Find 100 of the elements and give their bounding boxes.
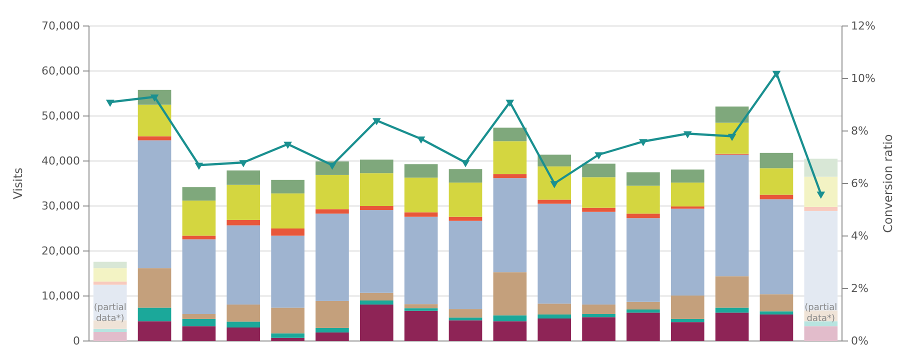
- bar: [138, 268, 172, 308]
- bar: [182, 187, 216, 201]
- y-tick-label: 0: [73, 334, 80, 348]
- bar: [538, 304, 572, 314]
- bar: [360, 173, 394, 206]
- bar: [804, 206, 838, 211]
- y-tick-label: 10,000: [42, 290, 80, 303]
- bar: [271, 180, 304, 194]
- bar: [93, 328, 127, 332]
- bar: [93, 282, 127, 285]
- bar: [626, 310, 660, 313]
- bar: [182, 326, 216, 341]
- bar: [626, 302, 660, 310]
- bar: [404, 310, 438, 341]
- y-tick-label: 60,000: [42, 64, 80, 78]
- y2-tick-label: 2%: [851, 282, 868, 296]
- bar: [670, 170, 704, 183]
- bar: [316, 332, 349, 341]
- bar: [226, 184, 260, 220]
- bar: [138, 104, 172, 136]
- y2-tick-label: 4%: [851, 230, 868, 243]
- point: [106, 100, 114, 107]
- bar: [804, 326, 838, 341]
- bar: [360, 160, 394, 174]
- bar: [404, 178, 438, 212]
- bar: [360, 210, 394, 293]
- annotation: (partial data*): [804, 303, 838, 324]
- bar: [448, 309, 482, 318]
- annotation: (partial data*): [94, 303, 126, 324]
- y-tick-label: 30,000: [42, 200, 80, 213]
- bar: [448, 182, 482, 217]
- bar: [360, 292, 394, 300]
- bar: [448, 220, 482, 310]
- bar: [493, 174, 527, 178]
- bar: [715, 122, 749, 154]
- bar: [316, 209, 349, 214]
- bar: [493, 178, 527, 272]
- bar: [404, 164, 438, 178]
- bar: [226, 170, 260, 185]
- bar: [182, 239, 216, 314]
- bar: [626, 214, 660, 218]
- bar: [316, 328, 349, 332]
- bar: [360, 300, 394, 305]
- y2-tick-label: 12%: [851, 20, 876, 33]
- y-axis-title: Visits: [11, 168, 25, 200]
- point: [506, 100, 514, 107]
- bar: [760, 199, 794, 294]
- bar: [715, 312, 749, 341]
- bar: [538, 154, 572, 166]
- bar: [670, 296, 704, 319]
- point: [594, 152, 603, 160]
- bar: [271, 193, 304, 228]
- bar: [404, 308, 438, 311]
- bar: [715, 106, 749, 123]
- bar: [626, 312, 660, 341]
- bar: [404, 212, 438, 217]
- bar: [760, 152, 794, 168]
- bar: [226, 322, 260, 328]
- bar: [138, 136, 172, 140]
- bar: [715, 308, 749, 313]
- bar: [804, 176, 838, 207]
- bar: [760, 194, 794, 200]
- bar: [360, 304, 394, 341]
- bar: [538, 200, 572, 204]
- bar: [316, 161, 349, 175]
- bar: [715, 154, 749, 276]
- bar: [182, 200, 216, 236]
- bar: [804, 210, 838, 310]
- point: [284, 142, 292, 149]
- bar: [760, 168, 794, 195]
- bar: [493, 321, 527, 341]
- bar: [493, 315, 527, 322]
- bar: [138, 308, 172, 322]
- bar: [404, 216, 438, 304]
- bar: [582, 304, 616, 314]
- bar: [271, 338, 304, 341]
- bar: [538, 204, 572, 304]
- y-tick-label: 70,000: [42, 20, 80, 33]
- y2-tick-label: 0%: [851, 334, 868, 348]
- bar: [271, 236, 304, 308]
- bar: [182, 318, 216, 326]
- bar: [448, 318, 482, 320]
- point: [194, 162, 204, 170]
- y2-tick-label: 6%: [851, 177, 868, 190]
- bar: [760, 314, 794, 341]
- bar: [760, 294, 794, 312]
- bar: [226, 304, 260, 322]
- bar: [271, 333, 304, 338]
- bar: [448, 320, 482, 341]
- bar: [804, 158, 838, 177]
- point: [372, 118, 381, 126]
- y2-axis-title: Conversion ratio: [881, 134, 895, 233]
- bar: [93, 332, 127, 341]
- point: [683, 131, 692, 138]
- bar: [138, 140, 172, 268]
- bar: [271, 228, 304, 236]
- point: [639, 139, 648, 146]
- bar: [626, 186, 660, 214]
- bar: [582, 208, 616, 212]
- bar: [226, 328, 260, 341]
